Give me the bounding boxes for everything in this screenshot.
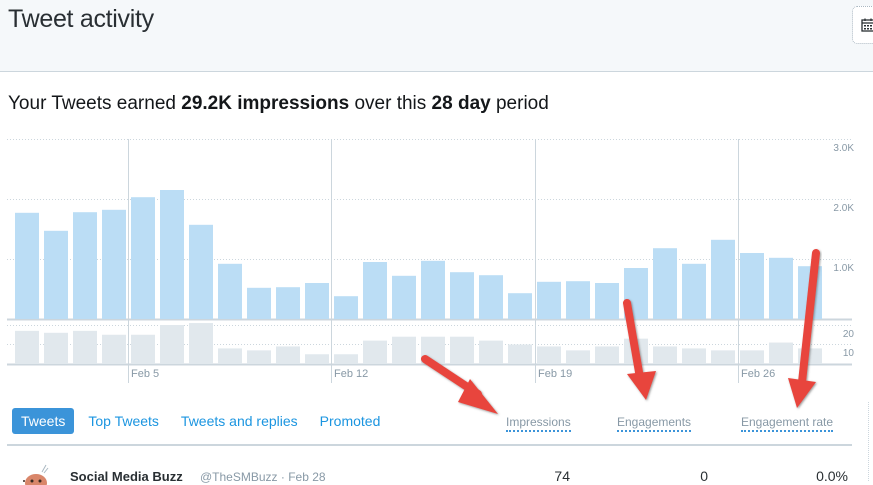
tweet-filter-tabs: Tweets Top Tweets Tweets and replies Pro…	[12, 408, 394, 434]
tweet-handle-date: @TheSMBuzz · Feb 28	[200, 470, 326, 484]
impressions-bar[interactable]	[479, 275, 503, 319]
summary-period: 28 day	[431, 93, 491, 114]
y-tick-3k: 3.0K	[833, 143, 854, 154]
table-divider	[7, 444, 852, 446]
impressions-bar[interactable]	[798, 266, 822, 319]
impressions-bar[interactable]	[15, 212, 39, 319]
engagements-bar[interactable]	[334, 354, 358, 364]
impressions-bar[interactable]	[566, 281, 590, 319]
y-tick-10: 10	[842, 348, 854, 359]
engagements-bar[interactable]	[740, 350, 764, 364]
engagements-bar[interactable]	[131, 334, 155, 364]
impressions-bar[interactable]	[450, 272, 474, 319]
engagements-bar[interactable]	[711, 350, 735, 364]
engagements-bar[interactable]	[508, 344, 532, 365]
y-tick-20: 20	[842, 329, 854, 340]
row-engagement-rate: 0.0%	[816, 468, 848, 484]
engagements-bar[interactable]	[276, 346, 300, 364]
impressions-bar[interactable]	[421, 260, 445, 319]
impressions-bar[interactable]	[73, 212, 97, 319]
tab-promoted[interactable]: Promoted	[319, 413, 381, 429]
impressions-bar[interactable]	[508, 293, 532, 319]
x-tick-feb5: Feb 5	[131, 368, 160, 380]
impressions-bar[interactable]	[363, 262, 387, 319]
date-range-button[interactable]	[852, 6, 873, 44]
impressions-bar[interactable]	[392, 275, 416, 319]
calendar-icon	[861, 18, 873, 32]
engagements-bar[interactable]	[421, 336, 445, 364]
impressions-bar[interactable]	[44, 230, 68, 319]
impressions-bar[interactable]	[769, 257, 793, 319]
engagements-bar[interactable]	[450, 336, 474, 364]
column-impressions[interactable]: Impressions	[506, 415, 571, 432]
impressions-bar[interactable]	[276, 287, 300, 319]
column-engagements[interactable]: Engagements	[617, 415, 692, 432]
engagements-bar[interactable]	[160, 325, 184, 364]
summary-middle: over this	[349, 93, 432, 114]
impressions-bar[interactable]	[740, 253, 764, 319]
impressions-bar[interactable]	[189, 224, 213, 319]
impressions-bar[interactable]	[334, 296, 358, 319]
impressions-bar[interactable]	[653, 248, 677, 319]
tweet-author[interactable]: Social Media Buzz	[70, 469, 183, 484]
engagements-bar[interactable]	[479, 340, 503, 364]
impressions-bar[interactable]	[537, 281, 561, 319]
y-tick-2k: 2.0K	[833, 203, 854, 214]
engagements-bar[interactable]	[537, 346, 561, 364]
impressions-bar[interactable]	[131, 197, 155, 319]
arrow-icon	[623, 299, 656, 400]
tab-top-tweets[interactable]: Top Tweets	[88, 413, 159, 429]
engagements-bar[interactable]	[305, 354, 329, 364]
avatar-image	[23, 464, 49, 485]
impressions-bar[interactable]	[218, 263, 242, 319]
engagements-bar[interactable]	[392, 336, 416, 364]
avatar[interactable]	[20, 463, 50, 485]
summary-prefix: Your Tweets earned	[8, 93, 182, 114]
engagements-bar[interactable]	[682, 348, 706, 364]
x-tick-feb19: Feb 19	[538, 368, 573, 380]
page-header: Tweet activity	[0, 0, 873, 72]
impressions-bar[interactable]	[305, 283, 329, 319]
engagements-bar[interactable]	[363, 340, 387, 364]
arrow-icon	[421, 355, 498, 414]
impressions-bar[interactable]	[624, 268, 648, 319]
engagements-bar[interactable]	[624, 338, 648, 364]
page-title: Tweet activity	[8, 5, 154, 33]
impressions-bar[interactable]	[102, 209, 126, 319]
column-engagement-rate[interactable]: Engagement rate	[741, 415, 834, 432]
y-tick-1k: 1.0K	[833, 263, 854, 274]
impressions-bar[interactable]	[247, 287, 271, 319]
engagements-bar[interactable]	[595, 346, 619, 364]
engagements-bar[interactable]	[102, 334, 126, 364]
engagements-bar[interactable]	[73, 330, 97, 364]
impressions-bar[interactable]	[682, 263, 706, 319]
engagements-bar[interactable]	[15, 330, 39, 364]
engagements-bar[interactable]	[798, 348, 822, 364]
impressions-bar[interactable]	[160, 190, 184, 319]
engagements-bar[interactable]	[44, 332, 68, 364]
engagements-bar[interactable]	[769, 342, 793, 364]
tab-tweets-and-replies[interactable]: Tweets and replies	[180, 413, 298, 429]
x-tick-feb26: Feb 26	[741, 368, 776, 380]
engagements-bar[interactable]	[189, 323, 213, 364]
summary-impressions: 29.2K impressions	[181, 93, 350, 114]
tab-tweets[interactable]: Tweets	[12, 408, 75, 434]
impressions-bar[interactable]	[711, 239, 735, 319]
engagements-bar[interactable]	[247, 350, 271, 364]
engagements-bar[interactable]	[218, 348, 242, 364]
summary-suffix: period	[490, 93, 549, 114]
impressions-summary: Your Tweets earned 29.2K impressions ove…	[8, 93, 549, 115]
row-impressions: 74	[554, 468, 570, 484]
engagements-bar[interactable]	[653, 346, 677, 364]
arrow-icon	[788, 249, 820, 408]
table-row[interactable]: Social Media Buzz @TheSMBuzz · Feb 28 74…	[0, 458, 860, 485]
side-panel-border	[868, 402, 869, 481]
engagements-bar[interactable]	[566, 350, 590, 364]
x-tick-feb12: Feb 12	[334, 368, 369, 380]
impressions-bar[interactable]	[595, 283, 619, 319]
row-engagements: 0	[700, 468, 708, 484]
